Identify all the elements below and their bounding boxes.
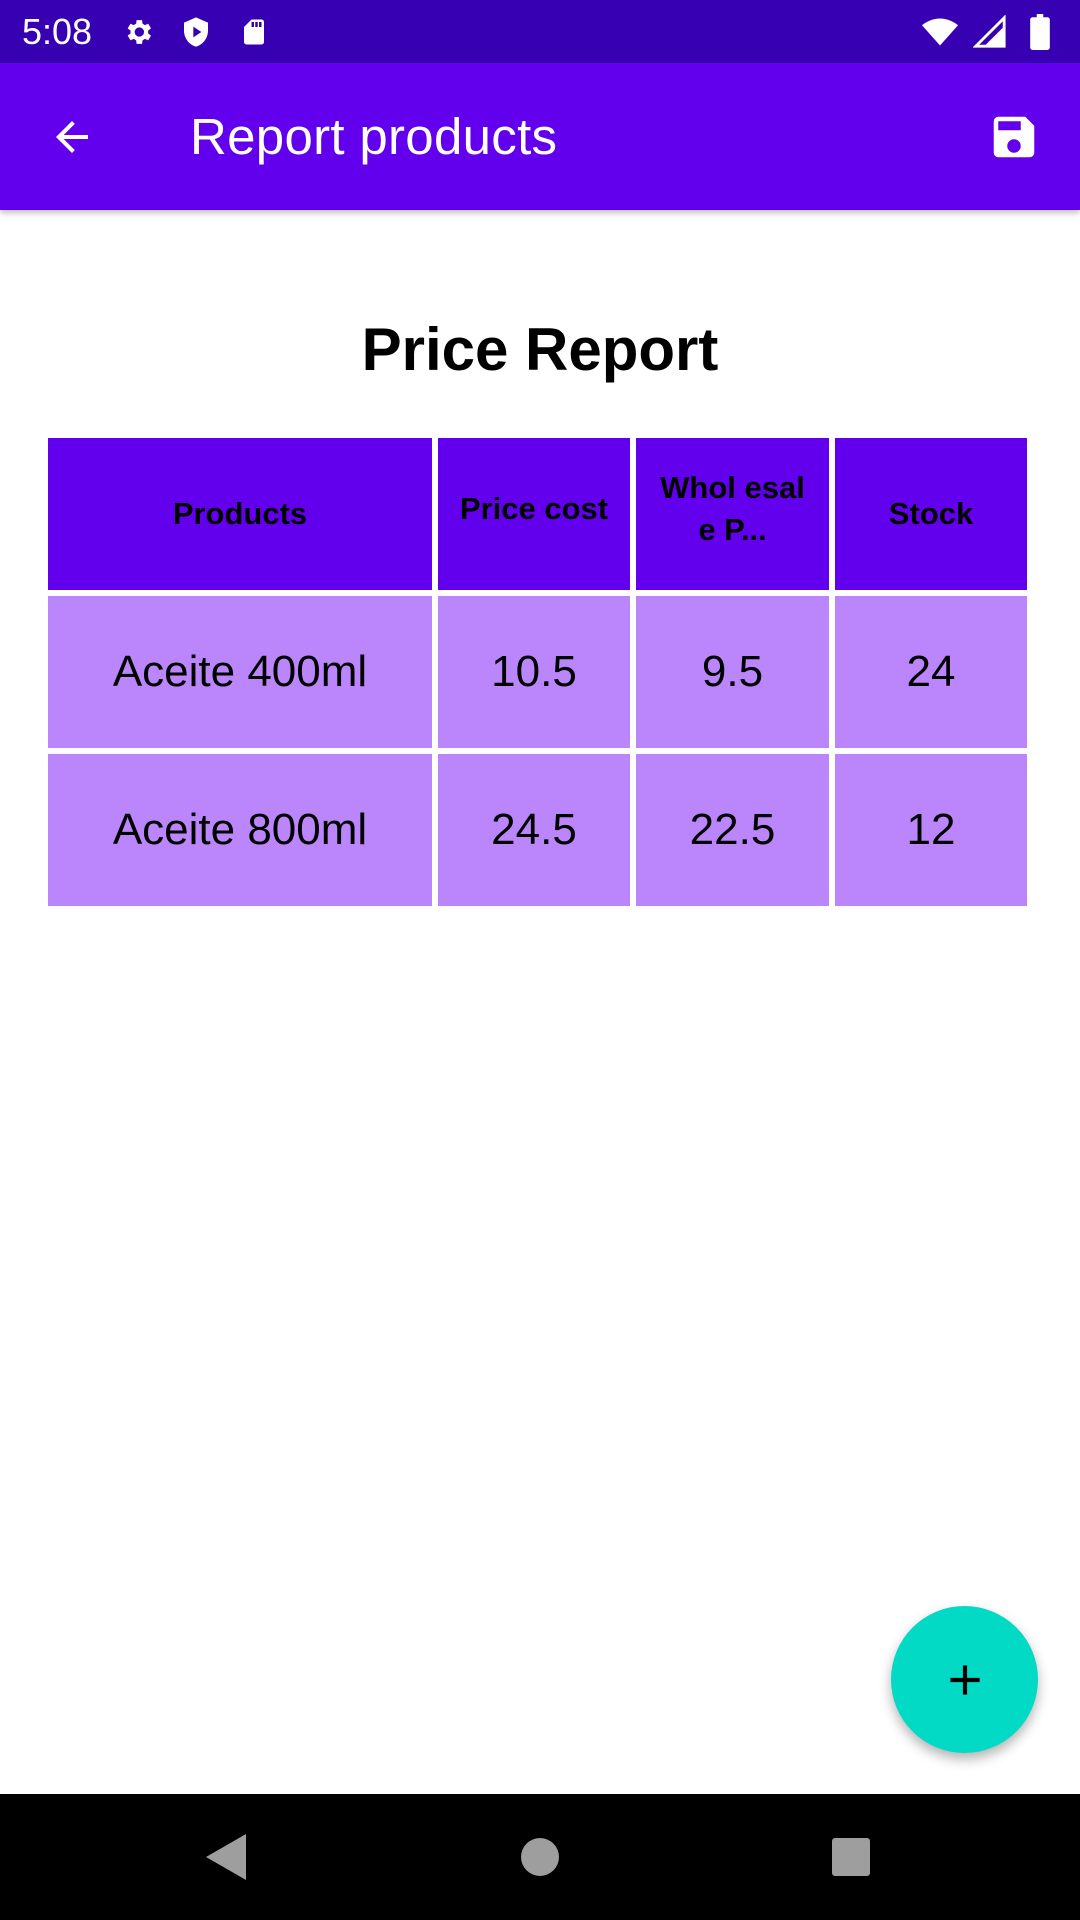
app-bar: Report products bbox=[0, 63, 1080, 210]
save-icon bbox=[993, 116, 1035, 158]
plus-icon bbox=[949, 1664, 980, 1695]
battery-icon bbox=[1022, 13, 1058, 50]
cell-price-cost: 10.5 bbox=[438, 596, 630, 748]
report-table: Products Price cost Whol esale P... Stoc… bbox=[42, 432, 1033, 912]
cell-wholesale-price: 9.5 bbox=[636, 596, 829, 748]
sd-card-icon bbox=[236, 14, 272, 50]
recents-square-icon bbox=[832, 1838, 870, 1876]
home-circle-icon bbox=[521, 1838, 559, 1876]
table-row: Aceite 400ml 10.5 9.5 24 bbox=[48, 596, 1027, 748]
cell-stock: 24 bbox=[835, 596, 1027, 748]
back-button[interactable] bbox=[36, 101, 108, 173]
cell-product: Aceite 400ml bbox=[48, 596, 432, 748]
status-left-icons bbox=[120, 14, 272, 50]
save-button[interactable] bbox=[978, 101, 1050, 173]
app-title: Report products bbox=[190, 108, 558, 165]
shield-icon bbox=[178, 14, 214, 50]
back-triangle-icon bbox=[206, 1834, 246, 1880]
column-header-wholesale: Whol esale P... bbox=[636, 438, 829, 590]
status-right-icons bbox=[922, 13, 1058, 50]
gear-icon bbox=[120, 14, 156, 50]
status-time: 5:08 bbox=[22, 10, 93, 52]
cell-wholesale-price: 22.5 bbox=[636, 754, 829, 906]
table-row: Aceite 800ml 24.5 22.5 12 bbox=[48, 754, 1027, 906]
nav-home-button[interactable] bbox=[507, 1824, 573, 1890]
cell-price-cost: 24.5 bbox=[438, 754, 630, 906]
table-header-row: Products Price cost Whol esale P... Stoc… bbox=[48, 438, 1027, 590]
nav-recents-button[interactable] bbox=[818, 1824, 884, 1890]
nav-back-button[interactable] bbox=[193, 1824, 259, 1890]
cell-product: Aceite 800ml bbox=[48, 754, 432, 906]
wifi-icon bbox=[922, 14, 958, 50]
cell-signal-icon bbox=[972, 14, 1008, 50]
cell-stock: 12 bbox=[835, 754, 1027, 906]
column-header-products: Products bbox=[48, 438, 432, 590]
column-header-price-cost: Price cost bbox=[438, 438, 630, 590]
report-title: Price Report bbox=[361, 316, 719, 383]
add-fab-button[interactable] bbox=[891, 1606, 1038, 1753]
status-bar: 5:08 bbox=[0, 0, 1080, 63]
arrow-back-icon bbox=[56, 121, 88, 153]
system-nav-bar bbox=[0, 1794, 1080, 1920]
column-header-stock: Stock bbox=[835, 438, 1027, 590]
